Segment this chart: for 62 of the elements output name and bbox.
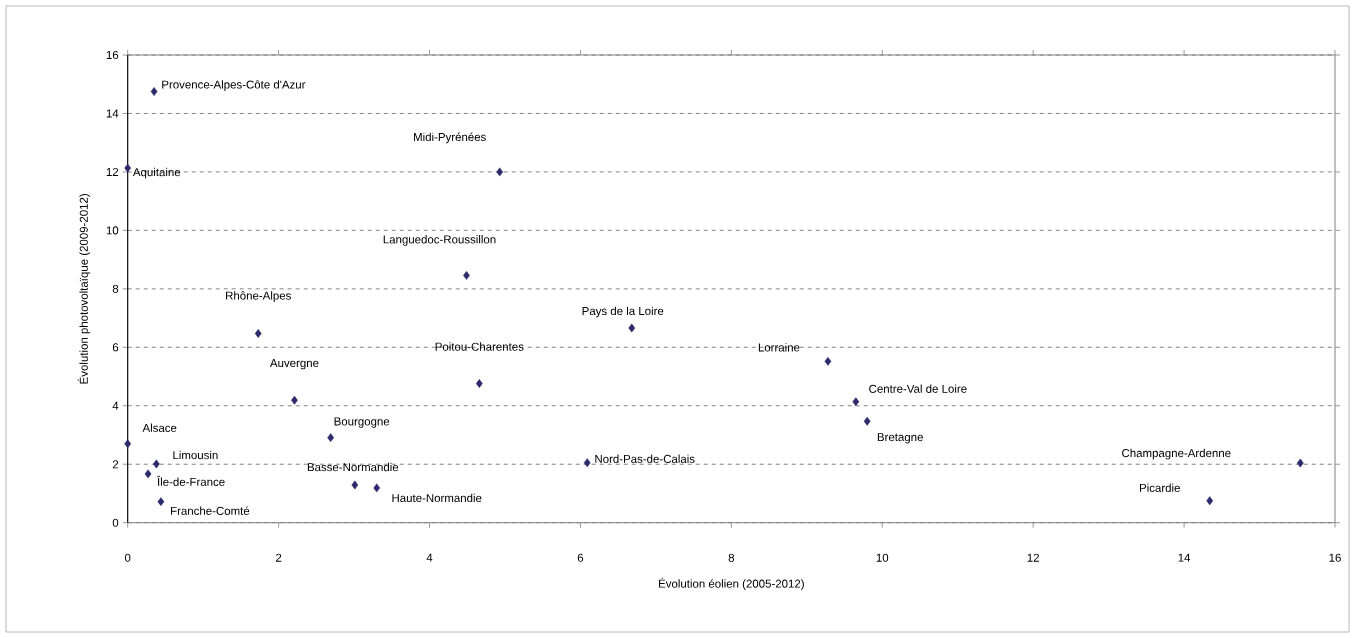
point [583, 458, 591, 468]
point [373, 483, 381, 493]
annotation: Aquitaine [132, 167, 181, 179]
y-tick-label: 6 [112, 343, 119, 352]
point [153, 459, 160, 469]
annotation: Midi-Pyrénées [414, 132, 486, 144]
point [157, 497, 165, 507]
y-tick-label: 4 [112, 401, 119, 410]
annotation: Auvergne [269, 359, 319, 370]
annotation: Île-de-France [156, 475, 225, 486]
annotation: Centre-Val de Loire [869, 384, 967, 393]
point [475, 379, 483, 388]
y-tick-label: 14 [106, 109, 119, 118]
x-tick-label: 8 [728, 553, 735, 562]
x-tick-label: 16 [1329, 553, 1341, 562]
annotation: Basse-Normandie [307, 462, 399, 472]
point [1206, 496, 1214, 506]
x-tick-label: 6 [577, 553, 584, 562]
point [824, 356, 832, 366]
y-tick-label: 2 [112, 460, 119, 469]
x-tick-label: 12 [1027, 553, 1039, 562]
point [124, 439, 132, 449]
annotation: Lorraine [758, 343, 800, 352]
point [291, 395, 298, 405]
point [863, 416, 871, 426]
y-tick-label: 12 [106, 167, 119, 176]
point [852, 397, 860, 407]
annotation: Haute-Normandie [392, 493, 482, 503]
point [496, 167, 504, 177]
point [327, 433, 335, 443]
annotation: Alsace [142, 423, 177, 432]
y-tick-label: 0 [112, 518, 119, 527]
annotation: Bretagne [877, 433, 923, 444]
point [124, 163, 132, 173]
x-tick-label: 2 [276, 553, 282, 562]
annotation: Picardie [1139, 483, 1180, 492]
annotation: Provence-Alpes-Côte d'Azur [162, 80, 306, 91]
y-tick-label: 10 [106, 226, 119, 235]
annotation: Pays de la Loire [582, 306, 664, 318]
y-tick-label: 8 [112, 284, 119, 293]
annotation: Bourgogne [334, 417, 390, 428]
point [351, 480, 359, 490]
x-tick-label: 14 [1178, 553, 1191, 562]
point [144, 469, 152, 479]
x-tick-label: 4 [426, 553, 433, 562]
point [463, 271, 470, 280]
annotation: Rhône-Alpes [226, 291, 291, 302]
annotation: Poitou-Charentes [435, 342, 524, 351]
point [628, 323, 636, 333]
y-axis-title: Évolution photovoltaïque (2009-2012) [77, 194, 91, 384]
annotation: Franche-Comté [171, 506, 250, 515]
x-tick-label: 0 [124, 553, 131, 562]
y-tick-label: 16 [106, 50, 119, 60]
point [254, 329, 262, 338]
x-tick-label: 10 [876, 553, 889, 562]
point [1296, 458, 1304, 468]
point [150, 87, 158, 96]
annotation: Champagne-Ardenne [1122, 448, 1231, 460]
annotation: Languedoc-Roussillon [383, 235, 496, 246]
x-axis-title: Évolution éolien (2005-2012) [659, 577, 804, 590]
annotation: Limousin [173, 450, 218, 460]
annotation: Nord-Pas-de-Calais [595, 454, 695, 463]
